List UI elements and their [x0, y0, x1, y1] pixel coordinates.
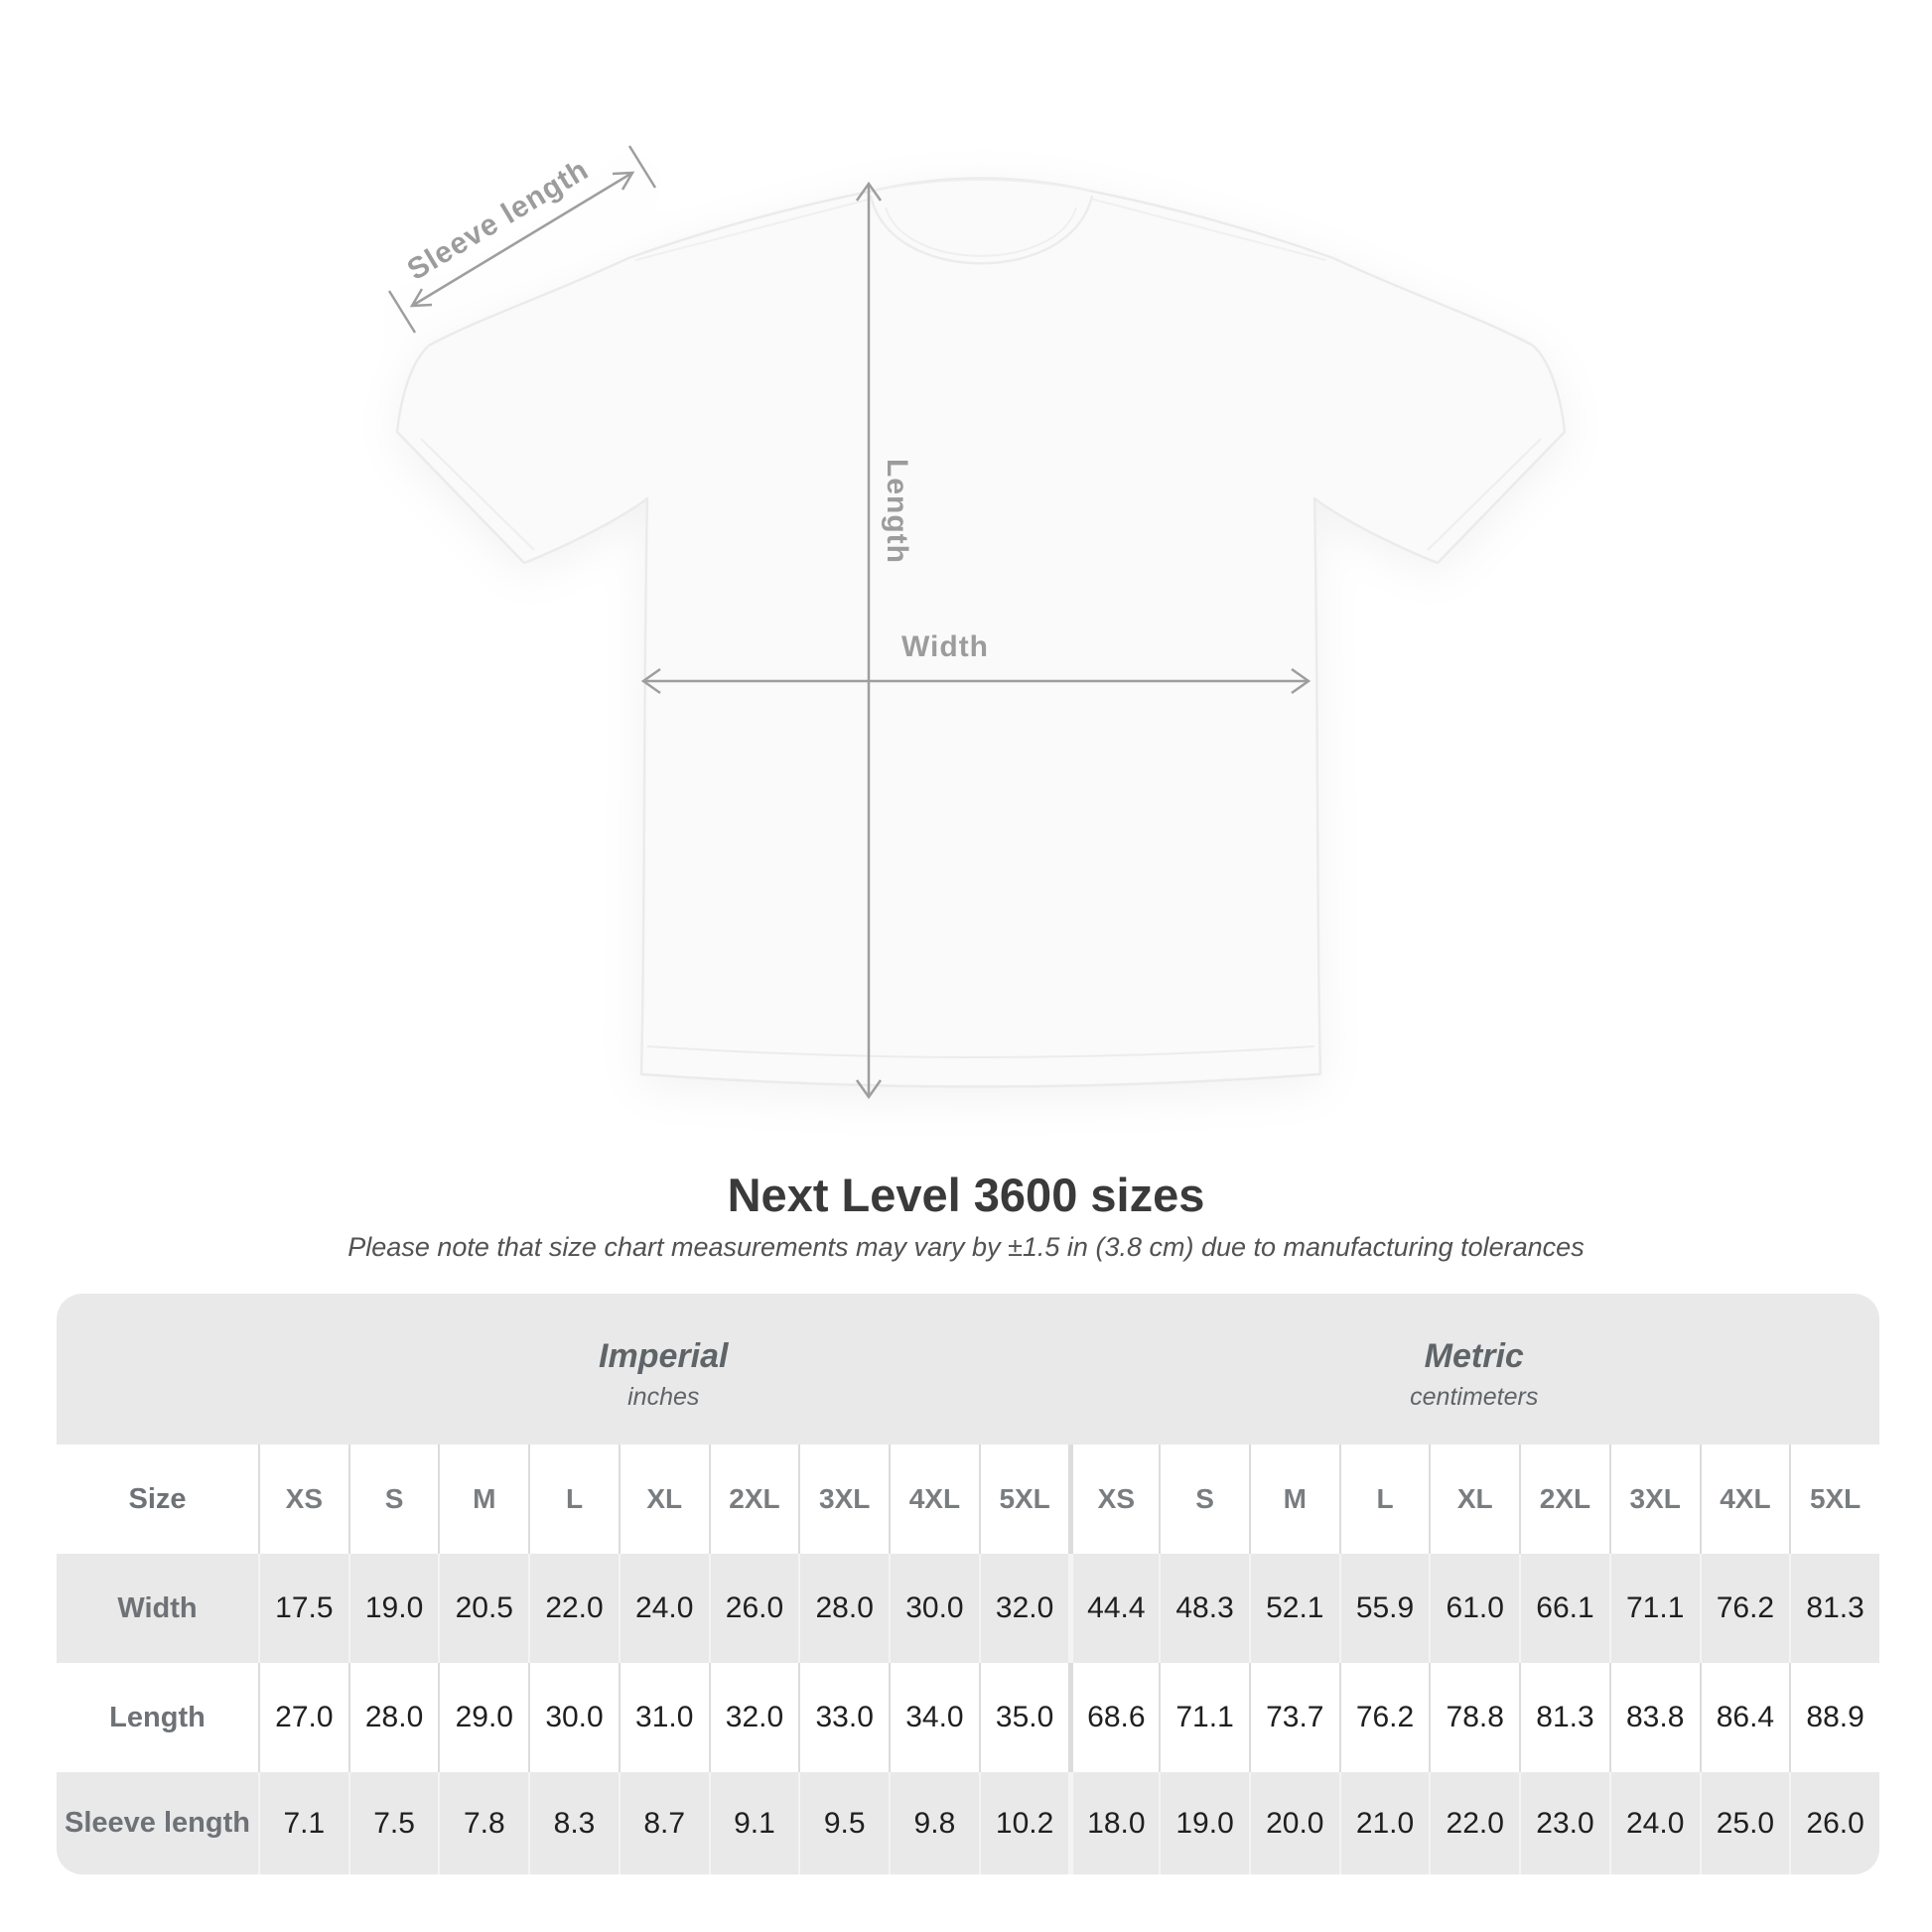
- size-header-cell: XS: [258, 1445, 348, 1554]
- imperial-sublabel: inches: [627, 1382, 700, 1411]
- size-header-cell: XL: [618, 1445, 709, 1554]
- size-header-cell: S: [347, 1445, 439, 1554]
- value-cell: 29.0: [438, 1663, 528, 1772]
- value-cell: 17.5: [258, 1554, 348, 1663]
- value-cell: 34.0: [889, 1663, 979, 1772]
- value-cell: 28.0: [798, 1554, 889, 1663]
- page-title: Next Level 3600 sizes: [727, 1169, 1205, 1221]
- size-header-cell: M: [438, 1445, 528, 1554]
- value-cell: 8.3: [528, 1772, 619, 1874]
- value-cell: 32.0: [708, 1663, 799, 1772]
- value-cell: 66.1: [1519, 1554, 1609, 1663]
- tshirt-shape: [395, 177, 1567, 1088]
- table-row-width: Width 17.5 19.0 20.5 22.0 24.0 26.0 28.0…: [57, 1554, 1879, 1663]
- size-header-cell: 3XL: [798, 1445, 889, 1554]
- value-cell: 22.0: [1429, 1772, 1519, 1874]
- value-cell: 88.9: [1789, 1663, 1879, 1772]
- value-cell: 21.0: [1338, 1772, 1430, 1874]
- value-cell: 9.8: [889, 1772, 979, 1874]
- value-cell: 26.0: [708, 1554, 799, 1663]
- value-cell: 19.0: [347, 1554, 439, 1663]
- value-cell: 30.0: [889, 1554, 979, 1663]
- row-label: Width: [117, 1591, 198, 1624]
- size-header-cell: 5XL: [1789, 1445, 1879, 1554]
- tshirt-diagram: Sleeve length Length Width: [377, 129, 1588, 1132]
- value-cell: 26.0: [1789, 1772, 1879, 1874]
- value-cell: 61.0: [1429, 1554, 1519, 1663]
- value-cell: 19.0: [1159, 1772, 1249, 1874]
- value-cell: 7.5: [347, 1772, 439, 1874]
- size-header-cell: 4XL: [1699, 1445, 1790, 1554]
- value-cell: 30.0: [528, 1663, 619, 1772]
- value-cell: 27.0: [258, 1663, 348, 1772]
- value-cell: 20.5: [438, 1554, 528, 1663]
- value-cell: 68.6: [1068, 1663, 1159, 1772]
- value-cell: 44.4: [1068, 1554, 1159, 1663]
- size-header-cell: M: [1248, 1445, 1339, 1554]
- length-label: Length: [881, 459, 913, 564]
- value-cell: 9.5: [798, 1772, 889, 1874]
- value-cell: 24.0: [618, 1554, 709, 1663]
- size-header-cell: 3XL: [1608, 1445, 1700, 1554]
- value-cell: 31.0: [618, 1663, 709, 1772]
- value-cell: 81.3: [1519, 1663, 1609, 1772]
- value-cell: 55.9: [1338, 1554, 1430, 1663]
- size-header-cell: L: [1338, 1445, 1430, 1554]
- value-cell: 9.1: [708, 1772, 799, 1874]
- value-cell: 83.8: [1608, 1663, 1700, 1772]
- length-arrow: [855, 181, 883, 1100]
- unit-header-row: Imperial inches Metric centimeters: [57, 1294, 1879, 1445]
- value-cell: 18.0: [1068, 1772, 1159, 1874]
- size-header-cell: 5XL: [978, 1445, 1069, 1554]
- row-label: Length: [109, 1701, 206, 1733]
- metric-sublabel: centimeters: [1410, 1382, 1539, 1411]
- width-arrow: [640, 667, 1311, 695]
- value-cell: 35.0: [978, 1663, 1069, 1772]
- row-label: Sleeve length: [65, 1807, 250, 1839]
- value-cell: 32.0: [978, 1554, 1069, 1663]
- unit-group-imperial: Imperial inches: [258, 1294, 1069, 1445]
- value-cell: 81.3: [1789, 1554, 1879, 1663]
- size-header-row: Size XS S M L XL 2XL 3XL 4XL 5XL XS S M …: [57, 1445, 1879, 1554]
- size-table-panel: Imperial inches Metric centimeters Size …: [57, 1294, 1879, 1874]
- table-row-sleeve-length: Sleeve length 7.1 7.5 7.8 8.3 8.7 9.1 9.…: [57, 1772, 1879, 1874]
- size-header-cell: L: [528, 1445, 619, 1554]
- size-header-cell: 4XL: [889, 1445, 979, 1554]
- imperial-label: Imperial: [599, 1337, 729, 1376]
- value-cell: 52.1: [1248, 1554, 1339, 1663]
- page-subtitle: Please note that size chart measurements…: [347, 1232, 1585, 1262]
- value-cell: 20.0: [1248, 1772, 1339, 1874]
- value-cell: 71.1: [1159, 1663, 1249, 1772]
- value-cell: 23.0: [1519, 1772, 1609, 1874]
- size-header-cell: XL: [1429, 1445, 1519, 1554]
- value-cell: 86.4: [1699, 1663, 1790, 1772]
- value-cell: 7.8: [438, 1772, 528, 1874]
- width-label: Width: [900, 630, 990, 663]
- value-cell: 71.1: [1608, 1554, 1700, 1663]
- tshirt-illustration: [387, 145, 1567, 1100]
- value-cell: 76.2: [1699, 1554, 1790, 1663]
- value-cell: 24.0: [1608, 1772, 1700, 1874]
- value-cell: 73.7: [1248, 1663, 1339, 1772]
- value-cell: 78.8: [1429, 1663, 1519, 1772]
- size-header-cell: XS: [1068, 1445, 1159, 1554]
- value-cell: 8.7: [618, 1772, 709, 1874]
- size-header-cell: 2XL: [1519, 1445, 1609, 1554]
- value-cell: 10.2: [978, 1772, 1069, 1874]
- size-header-cell: 2XL: [708, 1445, 799, 1554]
- value-cell: 22.0: [528, 1554, 619, 1663]
- metric-label: Metric: [1424, 1337, 1524, 1376]
- value-cell: 28.0: [347, 1663, 439, 1772]
- value-cell: 76.2: [1338, 1663, 1430, 1772]
- unit-group-metric: Metric centimeters: [1069, 1294, 1880, 1445]
- value-cell: 48.3: [1159, 1554, 1249, 1663]
- size-column-header: Size: [128, 1482, 187, 1515]
- value-cell: 25.0: [1699, 1772, 1790, 1874]
- value-cell: 33.0: [798, 1663, 889, 1772]
- size-header-cell: S: [1159, 1445, 1249, 1554]
- sleeve-length-arrow: [387, 145, 657, 334]
- value-cell: 7.1: [258, 1772, 348, 1874]
- table-row-length: Length 27.0 28.0 29.0 30.0 31.0 32.0 33.…: [57, 1663, 1879, 1772]
